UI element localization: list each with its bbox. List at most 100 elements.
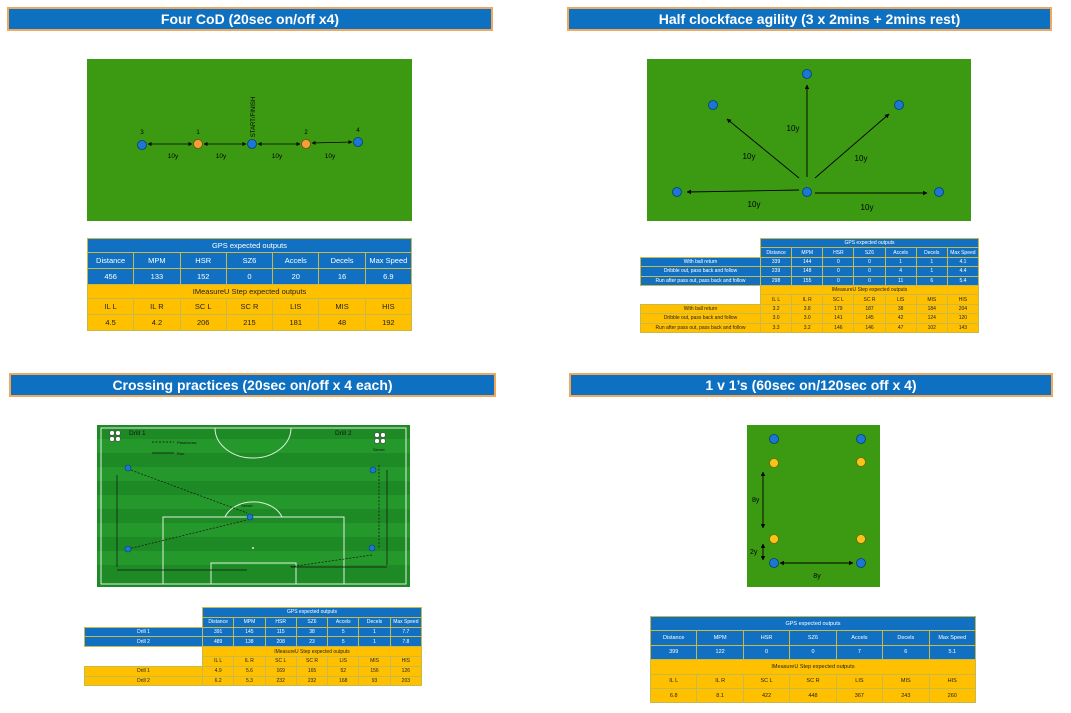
title-one-v-one-text: 1 v 1’s (60sec on/120sec off x 4) bbox=[705, 377, 917, 393]
table-cell: 203 bbox=[389, 675, 423, 687]
table-cell: 155 bbox=[791, 275, 824, 286]
cone-blue bbox=[856, 434, 866, 444]
dist-label: 10y bbox=[861, 203, 874, 212]
four-cod-field: 3 1 2 4 START/FINISH 10y 10y 10y 10y bbox=[87, 59, 412, 221]
table-cell: 124 bbox=[915, 313, 948, 324]
cone-left bbox=[672, 187, 682, 197]
table-cell: 181 bbox=[272, 314, 320, 331]
table-cell: 0 bbox=[789, 644, 837, 661]
table-cell: 239 bbox=[759, 266, 793, 277]
table-cell: 133 bbox=[133, 268, 181, 285]
col-header: LIS bbox=[884, 294, 917, 305]
table-cell: 215 bbox=[225, 314, 274, 331]
table-cell: 120 bbox=[946, 313, 980, 324]
col-header: HIS bbox=[946, 294, 980, 305]
table-cell: 0 bbox=[225, 268, 274, 285]
gps-heading: GPS expected outputs bbox=[87, 238, 412, 253]
title-clockface: Half clockface agility (3 x 2mins + 2min… bbox=[567, 7, 1052, 31]
arrow-upright bbox=[814, 113, 890, 179]
table-cell: 126 bbox=[389, 665, 423, 677]
table-cell: 0 bbox=[742, 644, 791, 661]
cone-blue bbox=[856, 558, 866, 568]
table-cell: 20 bbox=[272, 268, 320, 285]
server-label-1: Server bbox=[241, 503, 253, 508]
table-cell: 4.9 bbox=[201, 665, 235, 677]
table-cell: 187 bbox=[853, 303, 886, 315]
table-cell: 6.9 bbox=[364, 268, 413, 285]
crossing-table: GPS expected outputs Distance MPM HSR SZ… bbox=[84, 607, 423, 687]
table-cell: 3.0 bbox=[759, 313, 793, 324]
drill2-label: Drill 2 bbox=[335, 430, 352, 437]
table-cell: 23 bbox=[295, 636, 329, 648]
col-header: HSR bbox=[822, 247, 855, 258]
gps-columns-row: Distance MPM HSR SZ6 Accels Decels Max S… bbox=[641, 247, 980, 258]
one-v-one-diagram: 8y 2y 8y bbox=[750, 434, 866, 580]
imu-columns-row: IL L IL R SC L SC R LIS MIS HIS bbox=[85, 655, 423, 667]
title-crossing: Crossing practices (20sec on/off x 4 eac… bbox=[9, 373, 496, 397]
col-header: Max Speed bbox=[389, 616, 423, 628]
table-cell: 0 bbox=[853, 275, 886, 286]
col-header: IL L bbox=[201, 655, 235, 667]
dist-label: 10y bbox=[168, 153, 179, 160]
clockface-table: GPS expected outputs Distance MPM HSR SZ… bbox=[640, 237, 980, 333]
imu-heading: IMeasureU Step expected outputs bbox=[760, 284, 979, 296]
col-header: SC L bbox=[179, 298, 227, 315]
col-header: SC R bbox=[853, 294, 886, 305]
table-cell: 168 bbox=[327, 675, 360, 687]
player-marker bbox=[246, 513, 254, 521]
arrow-2-4 bbox=[311, 140, 353, 145]
table-cell: 42 bbox=[884, 313, 917, 324]
dist-label: 2y bbox=[750, 549, 758, 556]
table-row: Drill 1 391 145 115 38 5 1 7.7 bbox=[84, 626, 423, 638]
col-header: SC R bbox=[225, 298, 274, 315]
table-row: Dribble out, pass back and follow 3.0 3.… bbox=[640, 313, 980, 324]
col-header: HSR bbox=[742, 630, 791, 646]
col-header: SC L bbox=[822, 294, 855, 305]
table-cell: 11 bbox=[884, 275, 917, 286]
col-header: MPM bbox=[791, 247, 824, 258]
col-header: MPM bbox=[133, 252, 181, 269]
col-header: IL R bbox=[791, 294, 824, 305]
cone-yellow bbox=[856, 534, 866, 544]
dist-label: 10y bbox=[272, 153, 283, 160]
table-row: Drill 1 4.9 5.6 169 165 52 156 126 bbox=[84, 665, 423, 677]
dist-label: 10y bbox=[855, 154, 868, 163]
dist-label: 10y bbox=[743, 152, 756, 161]
cone-right bbox=[934, 187, 944, 197]
imu-heading: IMeasureU Step expected outputs bbox=[87, 284, 412, 299]
table-cell: 6 bbox=[915, 275, 948, 286]
table-cell: 206 bbox=[179, 314, 227, 331]
table-cell: 7.8 bbox=[389, 636, 423, 648]
table-cell: 367 bbox=[835, 687, 884, 704]
table-cell: 391 bbox=[201, 626, 235, 638]
table-cell: 138 bbox=[233, 636, 266, 648]
table-cell: 47 bbox=[884, 322, 917, 333]
cone-start bbox=[247, 139, 257, 149]
row-label: Drill 2 bbox=[84, 636, 203, 648]
row-label: With ball return bbox=[640, 256, 761, 268]
row-label: Run after pass out, pass back and follow bbox=[640, 322, 761, 333]
cone-blue bbox=[769, 558, 779, 568]
table-cell: 102 bbox=[915, 322, 948, 333]
table-cell: 169 bbox=[264, 665, 297, 677]
table-cell: 5.6 bbox=[233, 665, 266, 677]
ball-group-left bbox=[109, 430, 121, 442]
col-header: Decels bbox=[915, 247, 948, 258]
col-header: MIS bbox=[915, 294, 948, 305]
table-cell: 4.2 bbox=[133, 314, 181, 331]
title-one-v-one: 1 v 1’s (60sec on/120sec off x 4) bbox=[569, 373, 1053, 397]
table-cell: 3.8 bbox=[791, 303, 824, 315]
table-cell: 1 bbox=[358, 636, 391, 648]
pitch-markings bbox=[100, 427, 407, 585]
table-cell: 6.2 bbox=[201, 675, 235, 687]
table-cell: 4 bbox=[884, 266, 917, 277]
col-header: HSR bbox=[179, 252, 227, 269]
cone-1 bbox=[193, 139, 203, 149]
table-cell: 1 bbox=[915, 256, 948, 268]
col-header: SZ6 bbox=[295, 616, 329, 628]
dist-label: 10y bbox=[748, 200, 761, 209]
col-header: HIS bbox=[389, 655, 423, 667]
col-header: MIS bbox=[882, 673, 930, 689]
dist-label: 8y bbox=[813, 573, 821, 580]
table-cell: 156 bbox=[358, 665, 391, 677]
